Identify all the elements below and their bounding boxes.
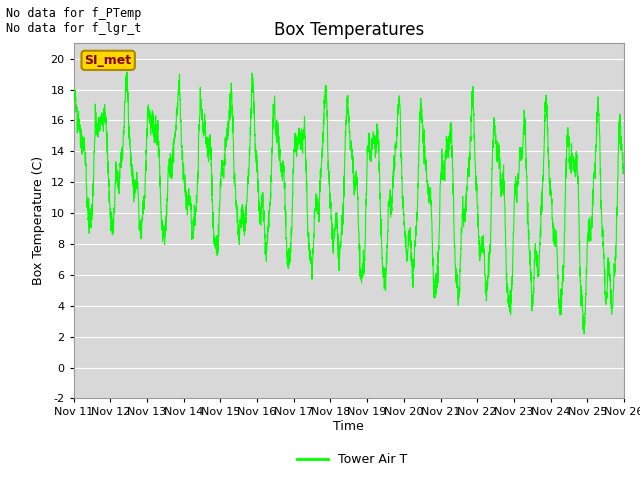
Legend: Tower Air T: Tower Air T	[292, 448, 412, 471]
Y-axis label: Box Temperature (C): Box Temperature (C)	[32, 156, 45, 286]
Title: Box Temperatures: Box Temperatures	[274, 21, 424, 39]
Text: No data for f_PTemp: No data for f_PTemp	[6, 7, 142, 20]
X-axis label: Time: Time	[333, 420, 364, 433]
Text: No data for f_lgr_t: No data for f_lgr_t	[6, 22, 142, 35]
Text: SI_met: SI_met	[84, 54, 132, 67]
